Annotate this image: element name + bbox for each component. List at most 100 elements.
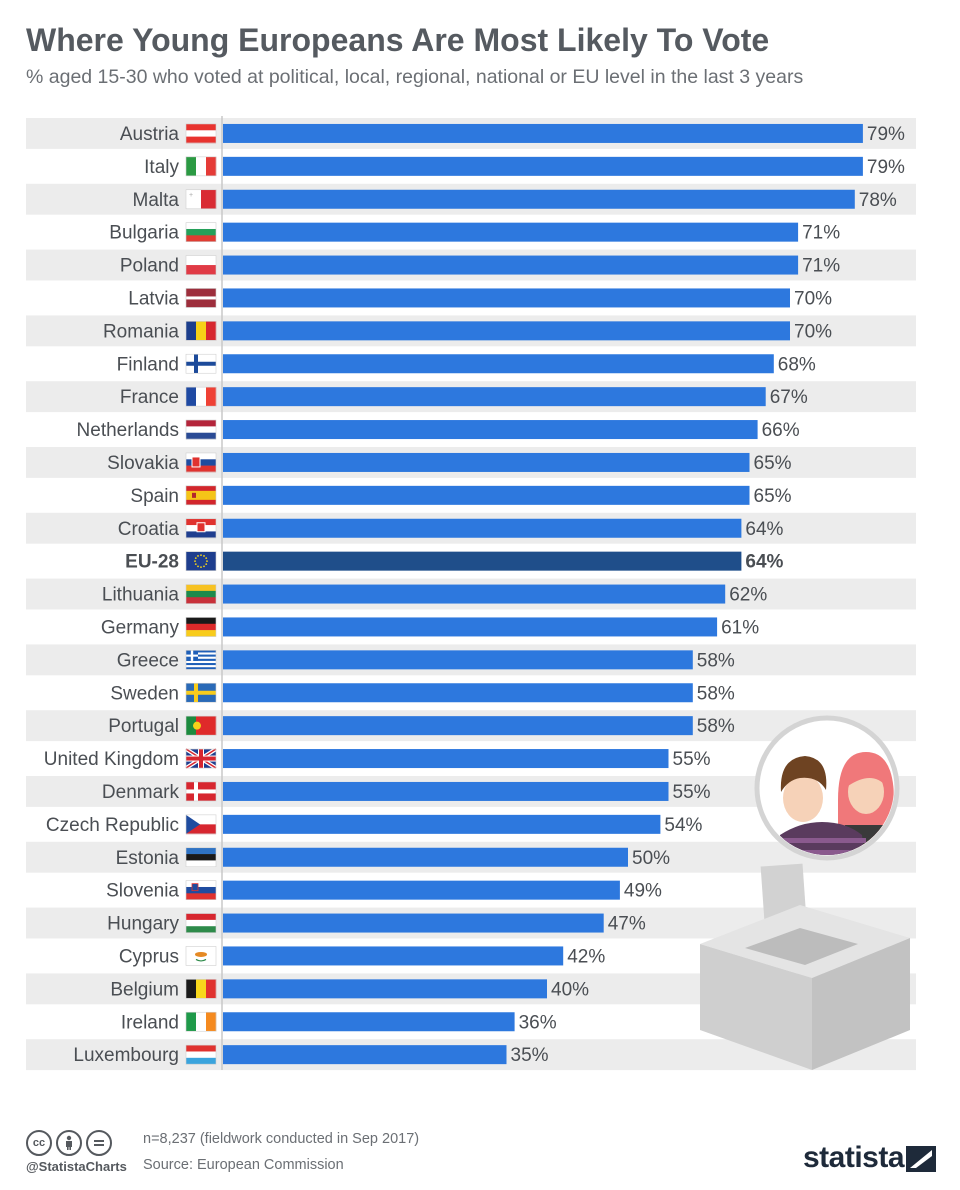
value-label: 49% [624, 881, 662, 902]
value-label: 58% [697, 650, 735, 671]
category-label: Hungary [107, 914, 179, 935]
flag-belgium-icon [185, 979, 217, 999]
bar-netherlands [223, 420, 758, 440]
flag-croatia-icon [185, 518, 217, 539]
category-label: Italy [144, 157, 179, 178]
value-label: 50% [632, 848, 670, 869]
category-label: Czech Republic [46, 815, 179, 836]
category-label: Slovenia [106, 881, 179, 902]
flag-malta-icon: + [185, 189, 217, 210]
flag-sweden-icon [185, 682, 217, 703]
category-label: Malta [133, 190, 180, 211]
bar-italy [223, 156, 863, 176]
flag-italy-icon [185, 156, 217, 177]
bar-estonia [223, 847, 628, 867]
flag-poland-icon [185, 255, 217, 275]
value-label: 64% [745, 552, 783, 573]
flag-latvia-icon [185, 288, 217, 308]
value-label: 71% [802, 256, 840, 277]
category-label: Ireland [121, 1012, 179, 1033]
value-label: 78% [859, 190, 897, 211]
bar-chart: Austria Italy Malta Bulgaria Poland Latvia Rom… [26, 116, 916, 1071]
chart-subtitle: % aged 15-30 who voted at political, loc… [26, 66, 804, 88]
bar-belgium [223, 979, 547, 999]
category-label: Poland [120, 256, 179, 277]
bar-malta [223, 189, 855, 209]
category-label: Croatia [118, 519, 180, 540]
category-label: Netherlands [77, 420, 179, 441]
value-label: 70% [794, 288, 832, 309]
value-label: 65% [754, 486, 792, 507]
value-label: 54% [664, 815, 702, 836]
category-label: Belgium [110, 979, 179, 1000]
bar-france [223, 387, 766, 407]
value-label: 58% [697, 683, 735, 704]
flags: + [184, 123, 218, 1065]
bar-romania [223, 321, 790, 341]
flag-lithuania-icon [185, 584, 217, 604]
flag-eu-28-icon [185, 551, 217, 571]
value-label: 67% [770, 387, 808, 408]
category-label: Latvia [128, 288, 179, 309]
value-label: 70% [794, 321, 832, 342]
value-label: 47% [608, 914, 646, 935]
flag-bulgaria-icon [185, 222, 217, 242]
bar-spain [223, 485, 750, 505]
flag-slovenia-icon [185, 880, 217, 900]
value-label: 55% [673, 782, 711, 803]
flag-greece-icon [185, 650, 217, 670]
flag-ireland-icon [185, 1011, 217, 1032]
value-labels: 79% 79% 78% 71% 71% 70% 70% 68% 67% 66% 65% 65% 64% 6… [511, 124, 906, 1066]
bar-ireland [223, 1012, 515, 1032]
category-label: Romania [103, 321, 179, 342]
bar-greece [223, 650, 693, 670]
category-label: Greece [117, 650, 179, 671]
category-label: Bulgaria [109, 223, 179, 244]
category-label: Estonia [116, 848, 180, 869]
flag-denmark-icon [185, 781, 217, 802]
value-label: 71% [802, 223, 840, 244]
bar-germany [223, 617, 718, 637]
bar-cyprus [223, 946, 564, 966]
statista-handle[interactable]: @StatistaCharts [26, 1159, 127, 1174]
flag-cyprus-icon [185, 946, 217, 966]
category-label: Luxembourg [73, 1045, 179, 1066]
value-label: 62% [729, 585, 767, 606]
svg-text:+: + [189, 192, 193, 199]
flag-slovakia-icon [185, 452, 217, 473]
no-derivatives-icon [86, 1130, 112, 1156]
flag-czech-republic-icon [185, 814, 217, 835]
bar-latvia [223, 288, 790, 308]
flag-romania-icon [185, 321, 217, 341]
flag-austria-icon [185, 123, 217, 144]
category-label: Slovakia [107, 453, 179, 474]
flag-germany-icon [185, 617, 217, 637]
category-label: Sweden [110, 683, 179, 704]
bar-finland [223, 354, 774, 374]
category-label: EU-28 [125, 552, 179, 573]
sample-note: n=8,237 (fieldwork conducted in Sep 2017… [143, 1131, 420, 1147]
bar-portugal [223, 716, 693, 736]
flag-estonia-icon [185, 847, 217, 868]
category-label: Germany [101, 617, 180, 638]
bar-united-kingdom [223, 749, 669, 769]
bar-eu-28 [223, 551, 742, 571]
flag-spain-icon [185, 485, 217, 506]
attribution-icon [56, 1130, 82, 1156]
statista-logo[interactable]: statista [803, 1141, 905, 1174]
value-label: 58% [697, 716, 735, 737]
bar-denmark [223, 781, 669, 801]
value-label: 66% [762, 420, 800, 441]
flag-luxembourg-icon [185, 1044, 217, 1065]
value-label: 64% [745, 519, 783, 540]
category-labels: Austria Italy Malta Bulgaria Poland Latvia Rom… [44, 124, 180, 1066]
bar-sweden [223, 683, 693, 703]
value-label: 68% [778, 354, 816, 375]
bar-lithuania [223, 584, 726, 604]
cc-icon: cc [26, 1130, 52, 1156]
flag-netherlands-icon [185, 419, 217, 440]
bar-hungary [223, 913, 604, 933]
flag-hungary-icon [185, 913, 217, 933]
flag-united-kingdom-icon [184, 747, 218, 770]
category-label: Denmark [102, 782, 180, 803]
